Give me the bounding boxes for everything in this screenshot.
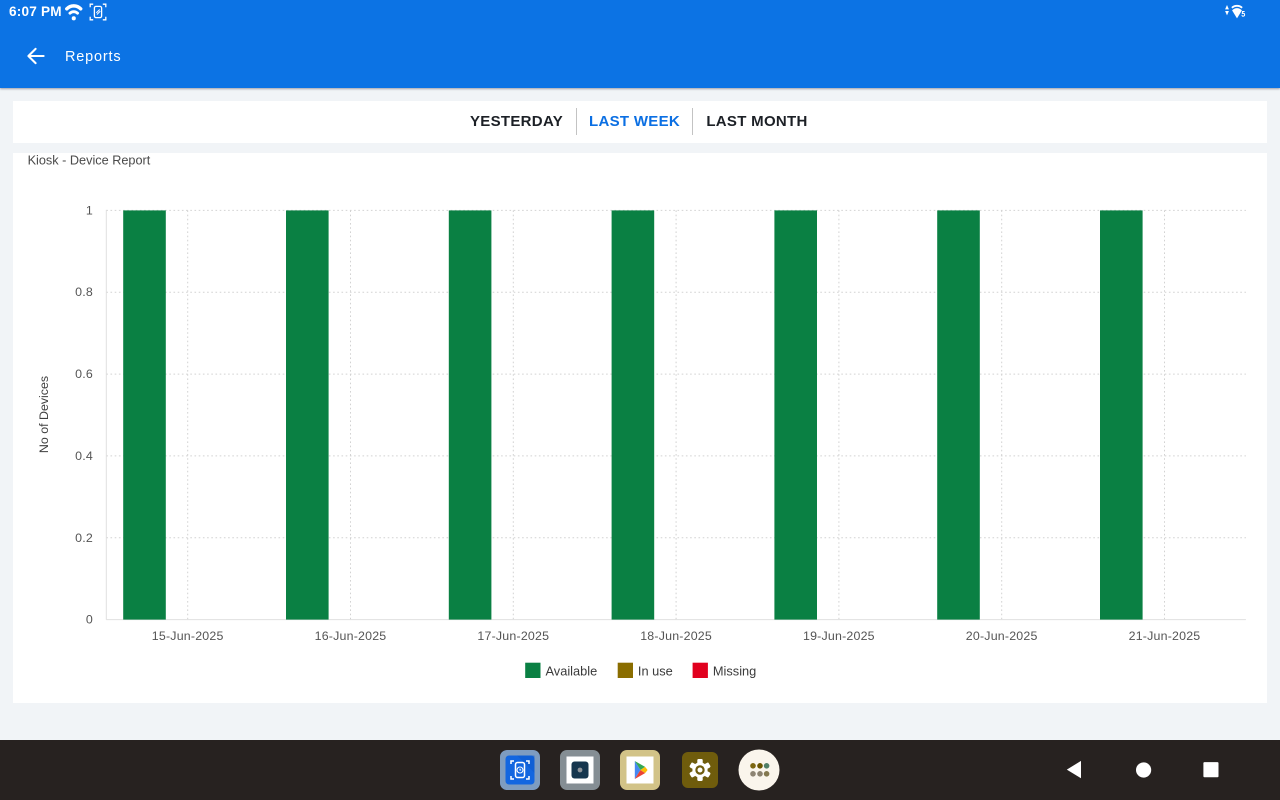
svg-text:Missing: Missing <box>713 663 756 678</box>
svg-text:20-Jun-2025: 20-Jun-2025 <box>966 629 1038 643</box>
svg-text:21-Jun-2025: 21-Jun-2025 <box>1129 629 1201 643</box>
svg-text:0.2: 0.2 <box>75 531 93 545</box>
svg-text:17-Jun-2025: 17-Jun-2025 <box>477 629 549 643</box>
svg-text:18-Jun-2025: 18-Jun-2025 <box>640 629 712 643</box>
svg-text:19-Jun-2025: 19-Jun-2025 <box>803 629 875 643</box>
svg-text:In use: In use <box>638 663 673 678</box>
svg-text:Kiosk - Device Report: Kiosk - Device Report <box>28 154 151 168</box>
svg-text:No of Devices: No of Devices <box>37 376 51 453</box>
svg-text:0.8: 0.8 <box>75 285 93 299</box>
svg-text:16-Jun-2025: 16-Jun-2025 <box>315 629 387 643</box>
svg-text:0: 0 <box>86 613 93 627</box>
svg-text:15-Jun-2025: 15-Jun-2025 <box>152 629 224 643</box>
svg-text:Available: Available <box>546 663 598 678</box>
svg-text:0.6: 0.6 <box>75 367 93 381</box>
svg-text:1: 1 <box>86 203 93 217</box>
svg-text:0.4: 0.4 <box>75 449 93 463</box>
